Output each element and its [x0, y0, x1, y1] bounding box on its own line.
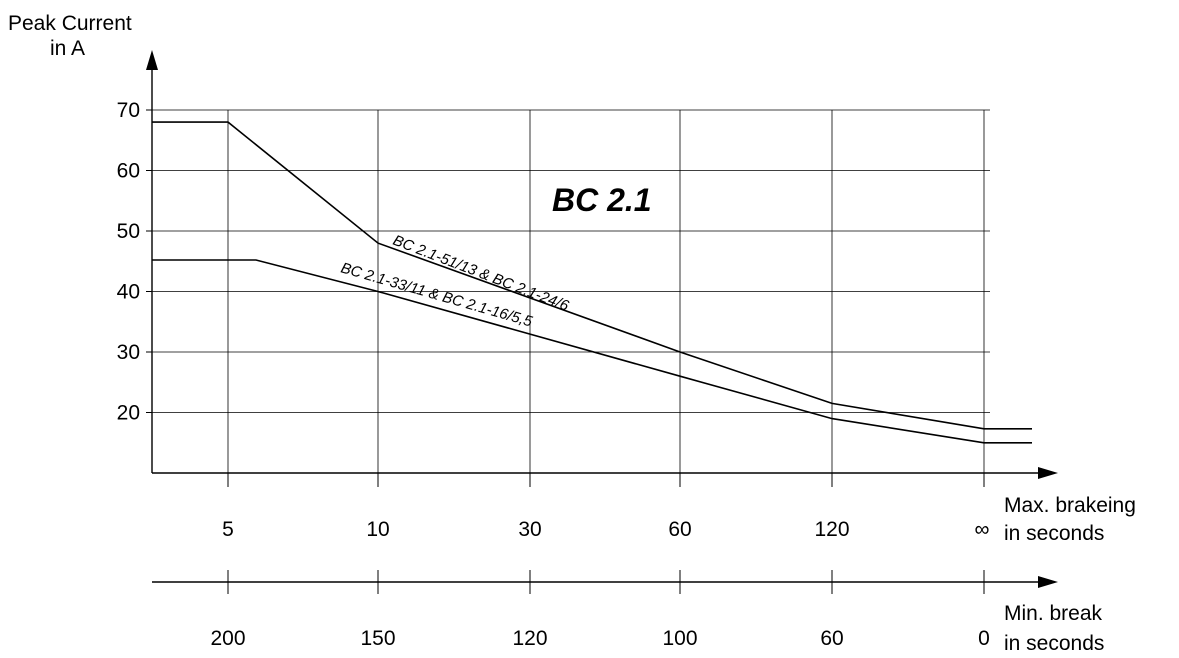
series-lines	[152, 121, 1032, 444]
x-tick-label-bottom-3: 100	[662, 627, 697, 650]
y-tick-label-50: 50	[117, 220, 140, 243]
y-axis-label-line2: in A	[50, 37, 85, 60]
x-tick-label-top-0: 5	[222, 518, 234, 541]
x-axis-top-label-line1: Max. brakeing	[1004, 494, 1136, 517]
x-tick-label-top-5: ∞	[975, 518, 990, 541]
x-tick-label-top-2: 30	[518, 518, 541, 541]
series-line-1	[152, 259, 1032, 444]
y-tick-label-70: 70	[117, 99, 140, 122]
series-line-0	[152, 121, 1032, 430]
x-tick-label-bottom-2: 120	[512, 627, 547, 650]
x-tick-label-bottom-4: 60	[820, 627, 843, 650]
y-axis-arrow	[146, 50, 158, 70]
series-label-lower: BC 2.1-33/11 & BC 2.1-16/5,5	[339, 260, 535, 331]
x-axis-bottom-label-line2: in seconds	[1004, 632, 1104, 655]
y-tick-label-40: 40	[117, 281, 140, 304]
y-tick-label-30: 30	[117, 341, 140, 364]
axes	[146, 50, 1058, 588]
x-tick-labels-min-break: 200 150 120 100 60 0	[210, 570, 990, 650]
grid-lines	[152, 109, 990, 473]
x-tick-label-bottom-5: 0	[978, 627, 990, 650]
x-axis-bottom-arrow	[1038, 576, 1058, 588]
y-tick-label-20: 20	[117, 402, 140, 425]
x-tick-labels-max-braking: 5 10 30 60 120 ∞	[222, 473, 990, 541]
x-axis-top-label-line2: in seconds	[1004, 522, 1104, 545]
chart-title: BC 2.1	[552, 182, 652, 218]
x-axis-bottom-label-line1: Min. break	[1004, 602, 1103, 625]
x-tick-label-bottom-0: 200	[210, 627, 245, 650]
x-axis-top-arrow	[1038, 467, 1058, 479]
x-tick-label-top-4: 120	[814, 518, 849, 541]
y-tick-label-60: 60	[117, 160, 140, 183]
x-tick-label-bottom-1: 150	[360, 627, 395, 650]
y-tick-labels: 20 30 40 50 60 70	[117, 99, 152, 425]
x-tick-label-top-1: 10	[366, 518, 389, 541]
y-axis-label-line1: Peak Current	[8, 12, 132, 35]
x-tick-label-top-3: 60	[668, 518, 691, 541]
